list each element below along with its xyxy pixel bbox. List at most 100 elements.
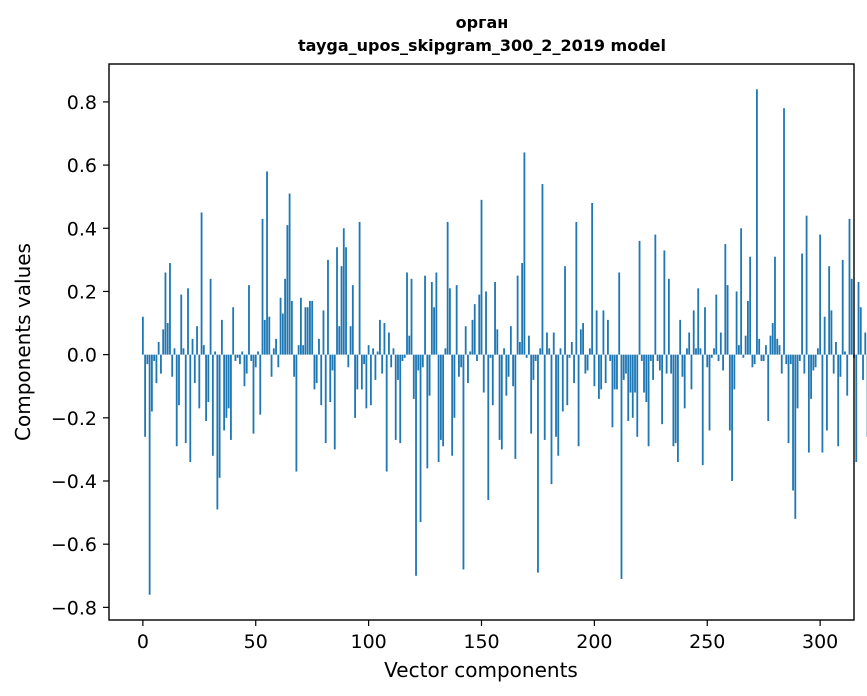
bar-26 xyxy=(200,212,203,355)
bar-122 xyxy=(417,354,420,371)
bar-113 xyxy=(397,354,399,380)
bar-155 xyxy=(491,354,494,406)
bar-206 xyxy=(607,319,609,355)
bar-7 xyxy=(157,342,160,355)
bar-66 xyxy=(290,300,293,355)
bar-238 xyxy=(679,319,682,355)
bar-178 xyxy=(543,354,546,440)
bar-210 xyxy=(616,354,618,390)
bar-257 xyxy=(722,354,724,371)
bar-237 xyxy=(677,354,679,463)
bar-6 xyxy=(155,354,158,384)
bar-289 xyxy=(794,354,797,519)
bar-319 xyxy=(862,354,864,380)
bar-152 xyxy=(485,291,487,355)
bar-245 xyxy=(695,348,697,355)
bar-43 xyxy=(239,354,241,365)
y-tick-label: −0.2 xyxy=(51,408,97,430)
bar-287 xyxy=(789,354,792,365)
bar-183 xyxy=(555,354,557,437)
bar-4 xyxy=(150,354,153,412)
bar-76 xyxy=(313,354,316,390)
bar-147 xyxy=(473,304,476,355)
x-tick-label: 100 xyxy=(350,631,386,653)
bar-313 xyxy=(848,218,851,355)
bar-16 xyxy=(178,354,180,406)
bar-99 xyxy=(365,354,368,409)
bar-169 xyxy=(523,152,526,355)
bar-278 xyxy=(769,335,772,355)
bar-93 xyxy=(351,285,354,355)
bar-9 xyxy=(162,329,165,355)
bar-221 xyxy=(640,354,643,361)
bar-219 xyxy=(636,354,639,437)
bar-34 xyxy=(218,354,221,478)
bar-277 xyxy=(767,354,770,421)
bar-248 xyxy=(701,354,704,466)
bar-293 xyxy=(803,354,806,374)
bar-14 xyxy=(173,348,176,355)
bar-161 xyxy=(505,354,508,396)
bar-256 xyxy=(719,332,722,355)
bar-42 xyxy=(236,354,239,358)
bar-72 xyxy=(304,307,307,355)
bar-203 xyxy=(600,354,603,390)
bar-80 xyxy=(322,310,325,355)
bar-142 xyxy=(462,354,465,570)
bar-307 xyxy=(835,342,837,355)
bar-61 xyxy=(279,297,282,355)
bar-111 xyxy=(392,348,395,355)
bar-195 xyxy=(582,323,584,355)
bar-131 xyxy=(437,354,440,463)
bar-180 xyxy=(548,348,551,355)
bar-260 xyxy=(728,354,731,431)
bar-167 xyxy=(518,342,521,355)
bar-18 xyxy=(182,348,185,355)
bar-95 xyxy=(356,354,359,390)
bar-130 xyxy=(435,272,438,355)
bar-150 xyxy=(480,199,483,355)
bar-143 xyxy=(464,326,467,355)
bar-253 xyxy=(713,348,715,355)
bar-53 xyxy=(261,218,264,355)
bar-211 xyxy=(618,272,621,355)
bar-52 xyxy=(259,354,262,415)
bar-39 xyxy=(230,354,232,440)
y-tick-label: −0.6 xyxy=(51,534,97,556)
bar-284 xyxy=(783,108,785,355)
bar-21 xyxy=(189,354,192,463)
bar-312 xyxy=(846,354,849,396)
bar-213 xyxy=(622,354,625,380)
bar-261 xyxy=(731,354,733,481)
bar-5 xyxy=(153,354,156,361)
bar-36 xyxy=(223,354,226,431)
bar-120 xyxy=(412,354,415,399)
bar-89 xyxy=(342,228,345,355)
bar-275 xyxy=(762,354,765,361)
bar-159 xyxy=(500,354,503,450)
bar-185 xyxy=(559,348,562,355)
x-tick-label: 150 xyxy=(463,631,499,653)
bar-63 xyxy=(284,278,286,355)
bar-40 xyxy=(232,307,235,355)
bar-102 xyxy=(372,348,375,355)
bar-28 xyxy=(205,354,207,421)
bar-164 xyxy=(512,354,515,387)
bar-214 xyxy=(625,354,627,374)
bar-215 xyxy=(627,354,630,421)
bar-235 xyxy=(672,354,675,447)
bar-0 xyxy=(141,316,144,355)
bar-107 xyxy=(383,323,386,355)
bar-8 xyxy=(160,354,162,374)
bar-198 xyxy=(588,348,591,355)
bar-262 xyxy=(733,354,736,390)
bar-70 xyxy=(299,297,302,355)
bar-79 xyxy=(320,354,323,406)
bar-241 xyxy=(686,348,688,355)
bar-177 xyxy=(541,184,544,355)
bar-286 xyxy=(787,354,790,444)
bar-279 xyxy=(771,323,774,355)
bar-166 xyxy=(516,275,519,355)
bar-281 xyxy=(776,338,779,355)
bar-258 xyxy=(724,244,727,355)
